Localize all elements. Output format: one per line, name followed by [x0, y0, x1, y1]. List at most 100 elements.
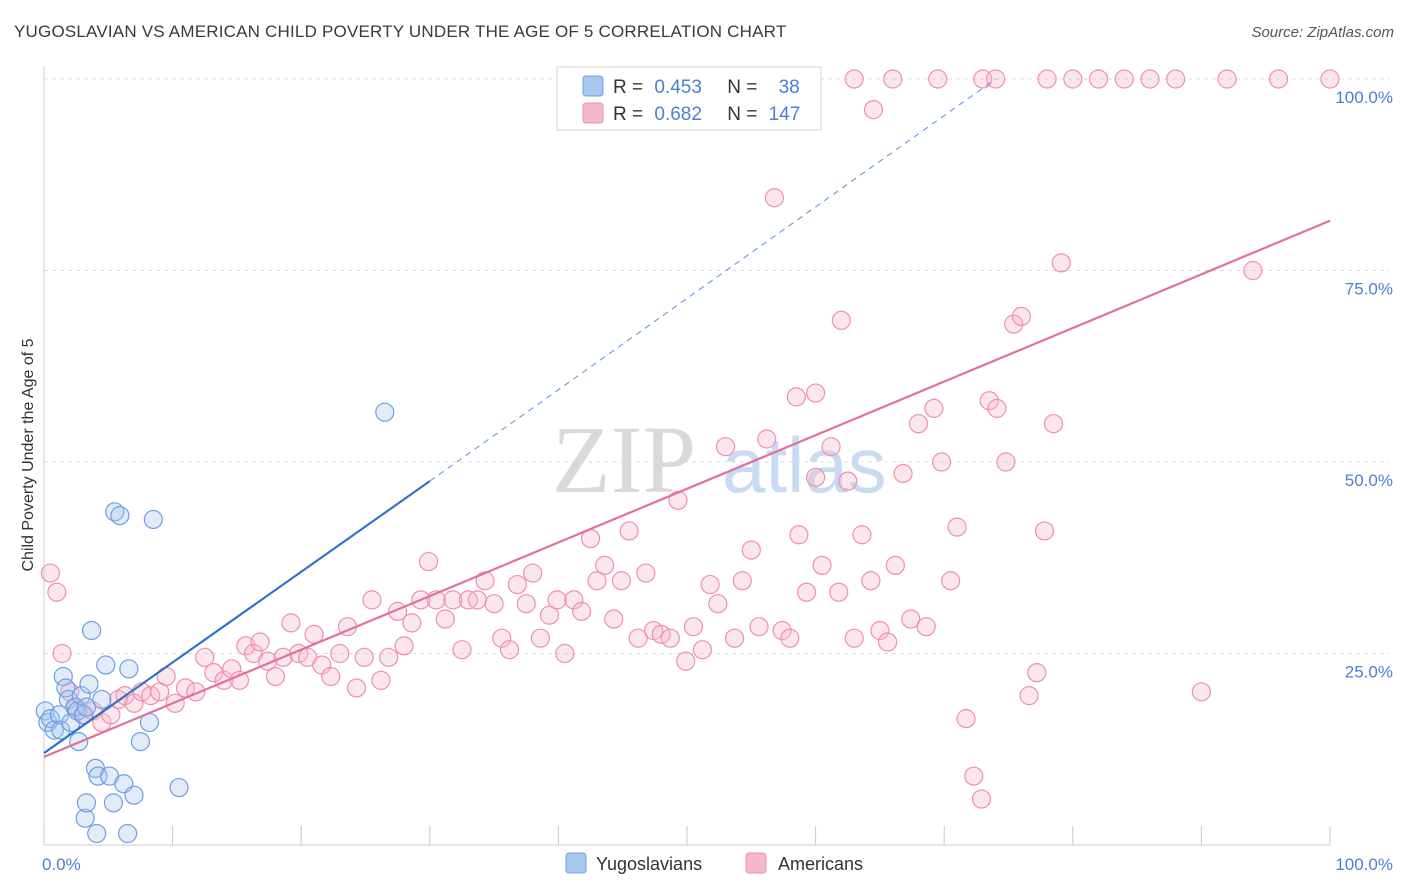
x-tick-label: 0.0% — [42, 855, 81, 874]
american-point — [124, 693, 144, 713]
american-point — [1034, 521, 1055, 541]
points-layer — [35, 69, 1340, 844]
american-point — [885, 555, 905, 576]
yugoslavian-point — [53, 666, 73, 687]
yugoslavian-point — [76, 697, 97, 717]
american-point — [772, 620, 792, 641]
american-point — [1088, 69, 1109, 89]
american-point — [281, 613, 301, 633]
american-point — [229, 670, 250, 690]
yugoslavian-point — [87, 823, 107, 844]
american-point — [700, 574, 720, 595]
american-point — [547, 590, 567, 610]
american-point — [861, 571, 881, 591]
american-point — [1051, 253, 1071, 273]
american-point — [564, 590, 584, 610]
american-point — [346, 678, 367, 698]
y-axis-title: Child Poverty Under the Age of 5 — [20, 338, 37, 571]
american-point — [236, 636, 256, 656]
american-point — [204, 663, 224, 683]
american-point — [47, 582, 67, 602]
american-point — [362, 590, 382, 610]
legend-n-label: N = — [727, 104, 757, 125]
american-point — [555, 643, 575, 664]
legend-n-value: 147 — [769, 104, 801, 125]
american-point — [1063, 69, 1083, 89]
american-point — [908, 414, 929, 434]
yugoslavian-point — [103, 793, 124, 813]
legend-r-value: 0.682 — [654, 104, 702, 125]
american-point — [604, 609, 624, 629]
yugoslavian-point — [44, 720, 64, 740]
american-point — [611, 571, 632, 591]
yugoslavian-point — [75, 808, 95, 828]
watermark-atlas: atlas — [722, 421, 887, 509]
legend-n-label: N = — [727, 77, 757, 98]
american-point — [467, 590, 487, 610]
american-point — [893, 463, 913, 484]
american-point — [40, 563, 61, 583]
american-point — [732, 571, 752, 591]
american-point — [883, 69, 903, 89]
svg-text:R = 0.682 N =: R = 0.682 N = 147 — [613, 104, 800, 125]
american-point — [1004, 314, 1024, 334]
american-point — [932, 452, 952, 472]
american-point — [964, 766, 984, 786]
american-point — [1019, 686, 1039, 706]
legend-swatch-yugoslavians — [582, 75, 604, 97]
american-point — [692, 640, 713, 660]
trend-layer — [43, 78, 1331, 758]
legend-n-value: 38 — [779, 77, 800, 98]
american-point — [1140, 69, 1160, 89]
american-point — [321, 666, 341, 687]
american-point — [571, 601, 592, 621]
american-point — [1166, 69, 1186, 89]
american-point — [394, 636, 414, 656]
american-point — [979, 391, 999, 411]
american-point — [829, 582, 849, 602]
american-point — [928, 69, 948, 89]
american-point — [916, 617, 936, 637]
american-point — [619, 521, 639, 541]
american-point — [330, 643, 350, 664]
american-point — [786, 387, 806, 407]
yugoslavian-point — [169, 777, 189, 798]
series-legend: Yugoslavians Americans — [565, 852, 863, 874]
yugoslavian-point — [96, 655, 116, 675]
american-point — [1011, 306, 1031, 327]
american-point — [1037, 69, 1057, 89]
american-point — [715, 437, 736, 457]
american-point — [418, 551, 439, 572]
chart-source: Source: ZipAtlas.com — [1251, 24, 1394, 41]
stats-legend: R = 0.453 N = 38 R = 0.682 N = 147 — [556, 66, 822, 131]
american-point — [838, 471, 858, 491]
american-point — [789, 525, 809, 545]
yugoslavian-point — [76, 793, 97, 813]
legend-r-value: 0.453 — [654, 77, 702, 98]
american-point — [1217, 69, 1237, 89]
yugoslavian-point — [79, 674, 99, 694]
american-point — [1027, 663, 1047, 683]
american-point — [484, 594, 504, 614]
watermark: ZIP atlas — [552, 406, 887, 513]
american-point — [539, 605, 559, 625]
american-point — [987, 398, 1007, 418]
american-point — [435, 609, 455, 629]
american-point — [1191, 682, 1212, 702]
american-point — [805, 383, 826, 403]
american-point — [924, 398, 944, 418]
american-point — [452, 640, 472, 660]
american-point — [796, 582, 817, 602]
american-point — [1114, 69, 1134, 89]
american-point — [516, 594, 536, 614]
american-point — [1043, 414, 1064, 434]
american-point — [844, 69, 864, 89]
legend-r-label: R = — [613, 77, 643, 98]
american-point — [831, 310, 851, 330]
american-point — [863, 100, 884, 120]
y-tick-label: 100.0% — [1335, 88, 1393, 107]
yugoslavian-point — [119, 659, 139, 679]
y-tick-label: 25.0% — [1345, 663, 1393, 682]
american-point — [749, 617, 769, 637]
